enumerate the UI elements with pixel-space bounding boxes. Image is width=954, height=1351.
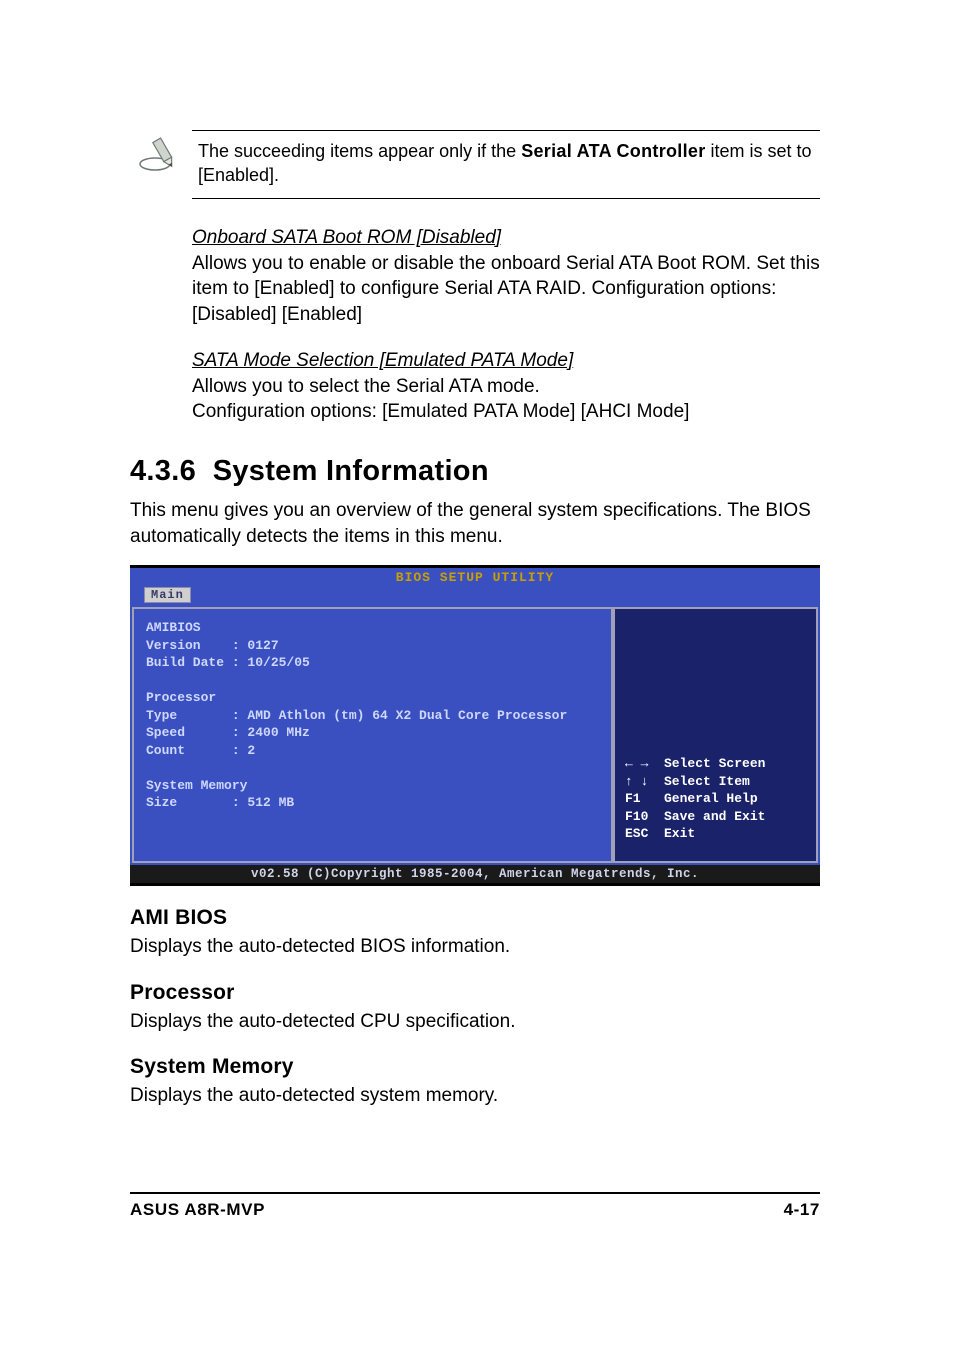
- bios-info-line: [146, 759, 599, 777]
- bios-help-line: F10 Save and Exit: [625, 808, 765, 826]
- setting-heading: Onboard SATA Boot ROM [Disabled]: [192, 227, 820, 249]
- bios-info-line: System Memory: [146, 777, 599, 795]
- note-callout: The succeeding items appear only if the …: [130, 130, 820, 199]
- bios-tab-bar: Main: [130, 587, 820, 605]
- bios-help-panel: ← → Select Screen↑ ↓ Select ItemF1 Gener…: [613, 607, 818, 863]
- bios-info-line: Processor: [146, 689, 599, 707]
- subsection-body: Displays the auto-detected BIOS informat…: [130, 934, 820, 961]
- section-number: 4.3.6: [130, 455, 196, 487]
- bios-help-line: ↑ ↓ Select Item: [625, 773, 765, 791]
- footer-page: 4-17: [784, 1200, 820, 1220]
- section-title: System Information: [213, 455, 489, 487]
- note-bold: Serial ATA Controller: [521, 141, 705, 161]
- bios-help-line: F1 General Help: [625, 790, 765, 808]
- subsection-heading: AMI BIOS: [130, 906, 820, 930]
- note-text: The succeeding items appear only if the …: [192, 130, 820, 199]
- bios-help-line: ← → Select Screen: [625, 755, 765, 773]
- subsection-body: Displays the auto-detected system memory…: [130, 1083, 820, 1110]
- subsection-body: Displays the auto-detected CPU specifica…: [130, 1009, 820, 1036]
- bios-info-line: Version : 0127: [146, 637, 599, 655]
- subsection-heading: Processor: [130, 981, 820, 1005]
- setting-description: Allows you to select the Serial ATA mode…: [192, 374, 820, 425]
- bios-info-line: AMIBIOS: [146, 619, 599, 637]
- bios-info-line: Speed : 2400 MHz: [146, 724, 599, 742]
- bios-info-line: [146, 672, 599, 690]
- subsection-heading: System Memory: [130, 1055, 820, 1079]
- bios-info-line: Count : 2: [146, 742, 599, 760]
- bios-info-line: Type : AMD Athlon (tm) 64 X2 Dual Core P…: [146, 707, 599, 725]
- bios-help-line: ESC Exit: [625, 825, 765, 843]
- setting-description: Allows you to enable or disable the onbo…: [192, 251, 820, 328]
- footer-product: ASUS A8R-MVP: [130, 1200, 265, 1220]
- bios-copyright: v02.58 (C)Copyright 1985-2004, American …: [130, 865, 820, 883]
- setting-heading: SATA Mode Selection [Emulated PATA Mode]: [192, 350, 820, 372]
- bios-info-line: Build Date : 10/25/05: [146, 654, 599, 672]
- setting-block: SATA Mode Selection [Emulated PATA Mode]…: [192, 350, 820, 425]
- section-intro: This menu gives you an overview of the g…: [130, 498, 820, 551]
- page-footer: ASUS A8R-MVP 4-17: [130, 1192, 820, 1220]
- section-heading: 4.3.6 System Information: [130, 455, 820, 488]
- bios-screenshot: BIOS SETUP UTILITY Main AMIBIOSVersion :…: [130, 565, 820, 886]
- bios-left-panel: AMIBIOSVersion : 0127Build Date : 10/25/…: [132, 607, 613, 863]
- setting-block: Onboard SATA Boot ROM [Disabled]Allows y…: [192, 227, 820, 328]
- note-pre: The succeeding items appear only if the: [198, 141, 521, 161]
- bios-title: BIOS SETUP UTILITY: [130, 568, 820, 587]
- bios-tab-main: Main: [144, 587, 191, 603]
- bios-info-line: Size : 512 MB: [146, 794, 599, 812]
- pencil-icon: [130, 130, 192, 172]
